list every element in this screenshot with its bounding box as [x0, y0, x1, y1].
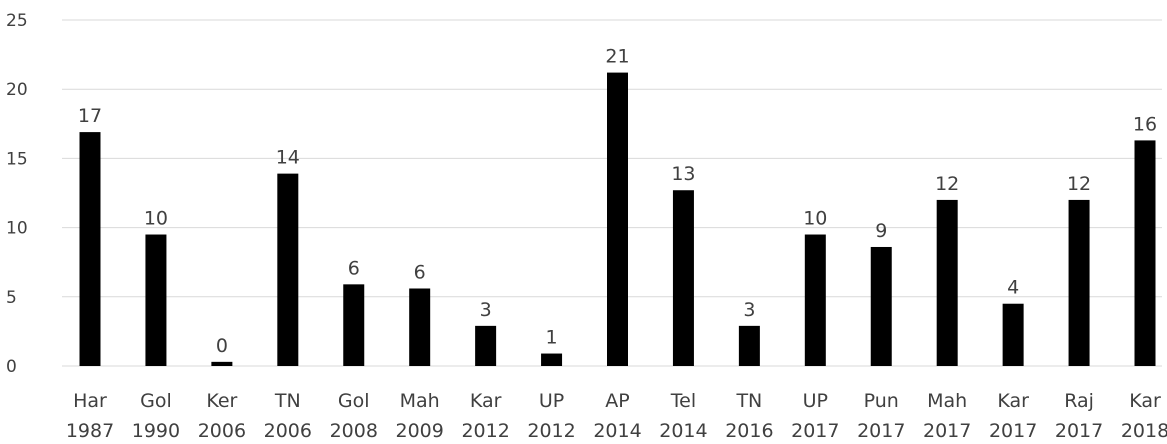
x-tick-label-year: 2008	[330, 420, 378, 442]
bar	[409, 288, 431, 366]
x-tick-label-year: 2009	[396, 420, 444, 442]
x-tick-label-year: 2017	[857, 420, 905, 442]
x-tick-label-state: Har	[73, 390, 107, 412]
x-tick-label-year: 2018	[1121, 420, 1167, 442]
x-tick-label-year: 1990	[132, 420, 180, 442]
x-tick-label-year: 2012	[527, 420, 575, 442]
x-tick-label-state: Raj	[1064, 390, 1094, 412]
bar	[804, 234, 826, 366]
x-tick-label-state: Gol	[338, 390, 370, 412]
data-label: 21	[605, 46, 629, 68]
x-tick-label-year: 2012	[461, 420, 509, 442]
bar	[211, 361, 233, 366]
bar	[870, 246, 892, 366]
data-label: 1	[546, 327, 558, 349]
x-tick-label-state: UP	[539, 390, 564, 412]
data-label: 6	[348, 257, 360, 279]
x-tick-label-state: TN	[274, 390, 301, 412]
data-label: 12	[935, 173, 959, 195]
x-tick-label-state: Kar	[470, 390, 502, 412]
x-tick-label-state: Kar	[1129, 390, 1161, 412]
data-label: 17	[78, 105, 102, 127]
data-label: 12	[1067, 173, 1091, 195]
bars	[79, 72, 1156, 366]
x-tick-label-year: 2017	[1055, 420, 1103, 442]
data-label: 14	[276, 147, 300, 169]
bar	[343, 284, 365, 366]
data-label: 10	[144, 208, 168, 230]
bar	[936, 199, 958, 366]
y-tick-label: 25	[6, 11, 28, 31]
y-tick-label: 15	[6, 149, 28, 169]
x-tick-label-state: Gol	[140, 390, 172, 412]
x-tick-label-year: 2017	[791, 420, 839, 442]
bar	[1134, 140, 1156, 366]
data-label: 10	[803, 208, 827, 230]
x-tick-label-state: UP	[803, 390, 828, 412]
x-tick-label-year: 2006	[198, 420, 246, 442]
x-tick-label-state: Pun	[864, 390, 899, 412]
x-tick-label-state: TN	[735, 390, 762, 412]
bar	[1002, 303, 1024, 366]
x-tick-label-year: 2017	[923, 420, 971, 442]
data-label: 3	[743, 299, 755, 321]
x-tick-label-year: 2014	[659, 420, 707, 442]
data-label: 9	[875, 220, 887, 242]
y-tick-label: 20	[6, 80, 28, 100]
data-labels: 17 10 0 14 6 6 3 1 21 13 3 10 9 12 4 12 16	[78, 46, 1157, 357]
x-tick-label-state: Tel	[670, 390, 696, 412]
data-label: 16	[1133, 113, 1157, 135]
bar	[145, 234, 167, 366]
x-tick-label-state: Mah	[927, 390, 967, 412]
x-tick-label-year: 2006	[264, 420, 312, 442]
y-tick-label: 5	[6, 288, 17, 308]
data-label: 0	[216, 335, 228, 357]
x-tick-label-state: Kar	[997, 390, 1029, 412]
y-tick-label: 0	[6, 357, 17, 377]
x-axis-tick-labels: Har 1987 Gol 1990 Ker 2006 TN 2006 Gol 2008 Mah 200…	[66, 390, 1167, 442]
bar	[1068, 199, 1090, 366]
x-tick-label-year: 2017	[989, 420, 1037, 442]
x-tick-label-year: 2016	[725, 420, 773, 442]
bar	[79, 132, 101, 366]
data-label: 4	[1007, 277, 1019, 299]
data-label: 3	[480, 299, 492, 321]
bar	[672, 190, 694, 366]
x-tick-label-year: 1987	[66, 420, 114, 442]
x-tick-label-state: Ker	[206, 390, 237, 412]
x-tick-label-state: AP	[605, 390, 629, 412]
bar	[277, 173, 299, 366]
bar	[541, 353, 563, 366]
y-axis-tick-labels: 0 5 10 15 20 25	[6, 11, 28, 377]
data-label: 6	[414, 261, 426, 283]
x-tick-label-state: Mah	[400, 390, 440, 412]
data-label: 13	[671, 163, 695, 185]
y-tick-label: 10	[6, 219, 28, 239]
bar	[475, 325, 497, 366]
x-tick-label-year: 2014	[593, 420, 641, 442]
bar	[607, 72, 628, 366]
bar	[738, 325, 760, 366]
